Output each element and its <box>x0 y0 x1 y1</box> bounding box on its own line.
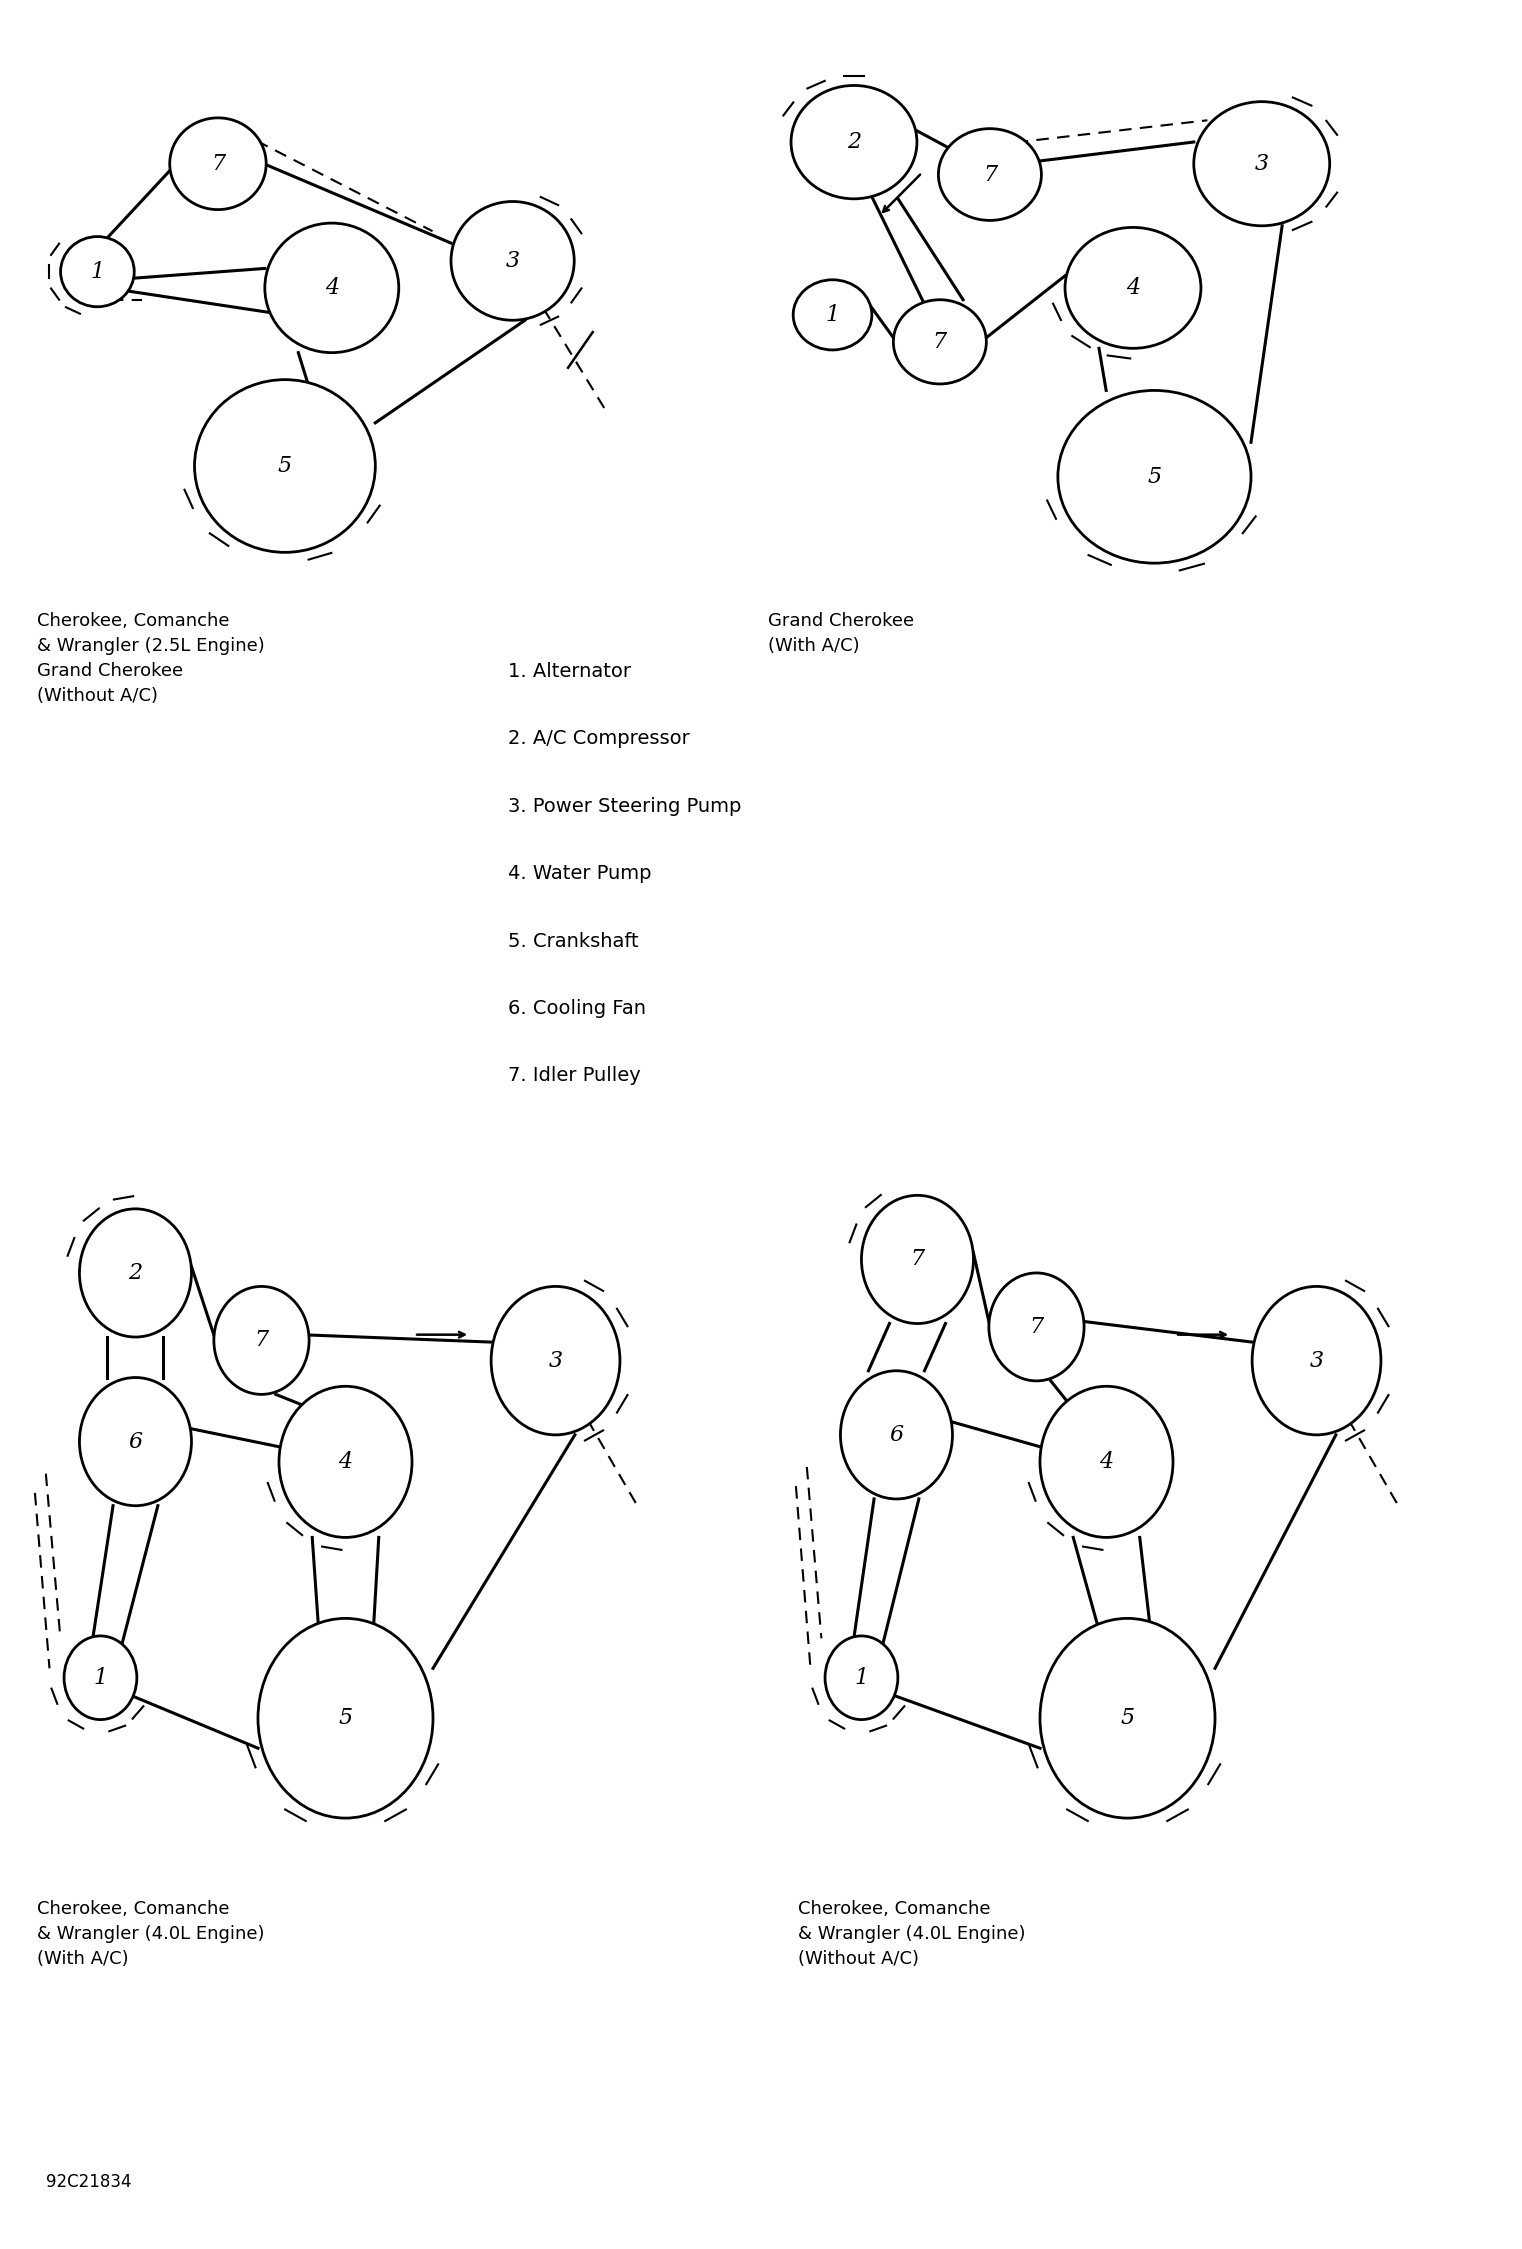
Text: 4: 4 <box>338 1451 353 1473</box>
Ellipse shape <box>840 1370 953 1498</box>
Text: 6. Cooling Fan: 6. Cooling Fan <box>508 999 645 1019</box>
Text: 2: 2 <box>128 1262 143 1284</box>
Ellipse shape <box>61 236 134 306</box>
Text: 3: 3 <box>1309 1349 1324 1372</box>
Ellipse shape <box>1193 101 1330 225</box>
Text: 7: 7 <box>1029 1316 1044 1338</box>
Ellipse shape <box>1058 391 1251 562</box>
Text: 1: 1 <box>93 1667 108 1689</box>
Ellipse shape <box>451 202 574 319</box>
Ellipse shape <box>791 85 916 198</box>
Ellipse shape <box>492 1286 619 1435</box>
Ellipse shape <box>257 1619 432 1817</box>
Ellipse shape <box>170 117 266 209</box>
Text: 3: 3 <box>505 250 519 272</box>
Text: 3: 3 <box>548 1349 563 1372</box>
Ellipse shape <box>79 1376 192 1507</box>
Text: 5: 5 <box>338 1707 353 1729</box>
Text: 5. Crankshaft: 5. Crankshaft <box>508 931 638 951</box>
Ellipse shape <box>939 128 1041 220</box>
Ellipse shape <box>893 299 986 385</box>
Ellipse shape <box>793 279 872 351</box>
Ellipse shape <box>825 1635 898 1720</box>
Ellipse shape <box>989 1273 1084 1381</box>
Text: 7: 7 <box>212 153 225 175</box>
Text: 7: 7 <box>933 331 947 353</box>
Ellipse shape <box>1040 1619 1215 1817</box>
Text: 7. Idler Pulley: 7. Idler Pulley <box>508 1066 641 1086</box>
Ellipse shape <box>64 1635 137 1720</box>
Text: 1: 1 <box>854 1667 869 1689</box>
Text: 1: 1 <box>825 304 840 326</box>
Ellipse shape <box>861 1196 974 1322</box>
Text: 2: 2 <box>846 130 861 153</box>
Text: 7: 7 <box>983 164 997 184</box>
Text: 6: 6 <box>889 1424 904 1446</box>
Text: 7: 7 <box>910 1248 924 1271</box>
Ellipse shape <box>1040 1385 1173 1538</box>
Ellipse shape <box>215 1286 309 1394</box>
Text: Cherokee, Comanche
& Wrangler (2.5L Engine)
Grand Cherokee
(Without A/C): Cherokee, Comanche & Wrangler (2.5L Engi… <box>37 612 265 704</box>
Text: 4. Water Pump: 4. Water Pump <box>508 864 651 884</box>
Ellipse shape <box>1065 227 1201 349</box>
Text: 92C21834: 92C21834 <box>46 2173 131 2191</box>
Text: 3: 3 <box>1254 153 1269 175</box>
Text: Cherokee, Comanche
& Wrangler (4.0L Engine)
(Without A/C): Cherokee, Comanche & Wrangler (4.0L Engi… <box>799 1900 1026 1968</box>
Text: 2. A/C Compressor: 2. A/C Compressor <box>508 729 689 749</box>
Text: Cherokee, Comanche
& Wrangler (4.0L Engine)
(With A/C): Cherokee, Comanche & Wrangler (4.0L Engi… <box>38 1900 265 1968</box>
Text: 5: 5 <box>1148 466 1161 488</box>
Ellipse shape <box>279 1385 412 1538</box>
Text: 4: 4 <box>1126 277 1140 299</box>
Ellipse shape <box>1253 1286 1380 1435</box>
Text: Grand Cherokee
(With A/C): Grand Cherokee (With A/C) <box>769 612 915 654</box>
Text: 6: 6 <box>128 1430 143 1453</box>
Text: 1. Alternator: 1. Alternator <box>508 661 630 681</box>
Text: 5: 5 <box>279 454 292 477</box>
Ellipse shape <box>195 380 376 553</box>
Text: 3. Power Steering Pump: 3. Power Steering Pump <box>508 796 741 816</box>
Ellipse shape <box>79 1210 192 1336</box>
Text: 7: 7 <box>254 1329 268 1352</box>
Text: 5: 5 <box>1120 1707 1134 1729</box>
Text: 4: 4 <box>324 277 339 299</box>
Ellipse shape <box>265 223 399 353</box>
Text: 1: 1 <box>90 261 105 283</box>
Text: 4: 4 <box>1099 1451 1114 1473</box>
